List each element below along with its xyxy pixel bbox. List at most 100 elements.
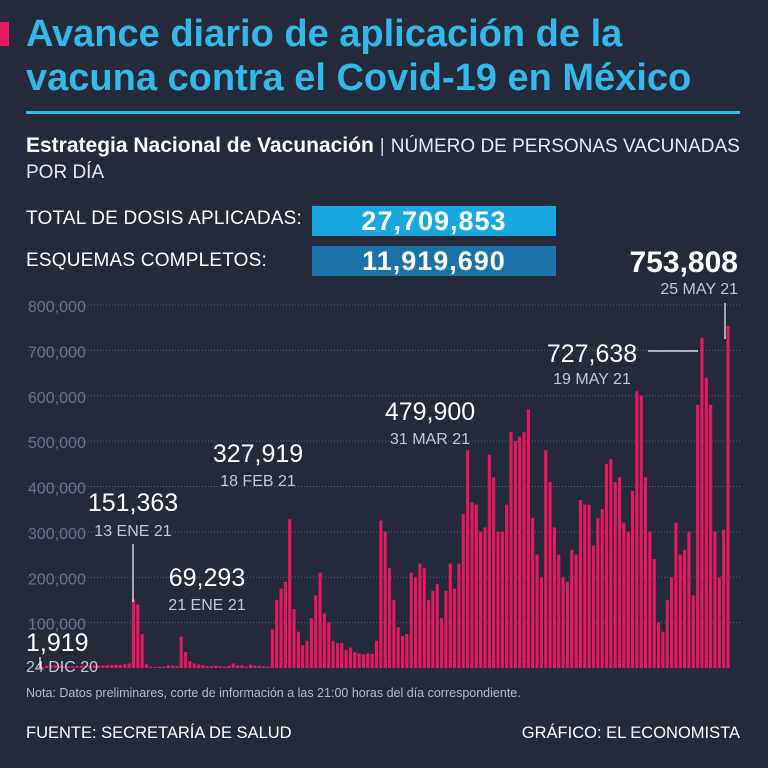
annotation-value: 753,808 [630, 246, 738, 279]
bar [374, 640, 379, 668]
bar [92, 665, 96, 668]
bar [348, 647, 353, 668]
bar [205, 666, 209, 668]
bar [266, 666, 270, 668]
bar [244, 666, 248, 668]
bar [596, 518, 600, 668]
bar [461, 513, 465, 668]
bar [700, 337, 704, 668]
bar [709, 404, 713, 668]
bar [157, 666, 162, 668]
annotation-date: 25 MAY 21 [660, 281, 738, 298]
bar [53, 665, 57, 668]
bar [344, 649, 348, 668]
bar [479, 531, 483, 669]
bar [500, 531, 504, 669]
bar [561, 577, 565, 668]
bar [418, 563, 422, 668]
bar [409, 572, 413, 668]
annotation-date: 24 DIC 20 [26, 659, 98, 676]
y-tick-label: 100,000 [28, 617, 86, 634]
bar [340, 643, 344, 668]
bar [435, 584, 439, 668]
bar [600, 509, 604, 668]
bar [652, 559, 656, 668]
bar [400, 636, 405, 668]
bar [587, 504, 591, 668]
bar [131, 599, 136, 668]
page-title: Avance diario de aplicación de la vacuna… [26, 12, 756, 100]
bar [696, 404, 700, 668]
bar [49, 665, 53, 668]
bar [683, 550, 687, 668]
bar [565, 581, 569, 668]
bar [197, 664, 201, 668]
total-doses-value: 27,709,853 [312, 206, 556, 236]
bar [240, 665, 244, 668]
bar [66, 666, 70, 668]
y-tick-label: 700,000 [28, 344, 86, 361]
bar [713, 531, 717, 669]
bar [114, 664, 118, 668]
bar [726, 325, 730, 668]
bar [630, 491, 635, 668]
bar [440, 618, 444, 668]
graphic-credit: GRÁFICO: EL ECONOMISTA [521, 724, 740, 742]
chart-annotations: 1,919 24 DIC 20 151,363 13 ENE 21 69,293 21 E… [26, 246, 738, 676]
subtitle-strategy: Estrategia Nacional de Vacunación [26, 134, 374, 157]
bar [591, 545, 596, 668]
bar [613, 481, 617, 668]
title-accent-bar [0, 22, 9, 46]
annotation-value: 479,900 [385, 398, 475, 426]
bar [192, 663, 196, 668]
bar [71, 666, 75, 668]
bar [292, 609, 296, 668]
bar [262, 666, 266, 668]
bar [322, 613, 326, 668]
bar [361, 654, 366, 668]
title-line-1: Avance diario de aplicación de la [26, 13, 623, 55]
bar [604, 463, 609, 668]
bar [140, 633, 144, 668]
bar [257, 665, 261, 668]
bar [253, 665, 257, 668]
chart-bars [36, 325, 730, 669]
bar [309, 618, 313, 668]
bar [318, 572, 322, 668]
bar [249, 664, 253, 668]
bar [457, 563, 461, 668]
bar [639, 395, 643, 668]
complete-schemes-label: ESQUEMAS COMPLETOS: [26, 250, 268, 271]
bar [144, 664, 149, 668]
bar [431, 590, 435, 668]
bar [661, 631, 665, 668]
chart-gridlines: 800,000 700,000 600,000 500,000 400,000 300,0… [28, 299, 740, 634]
bar [448, 563, 452, 668]
annotation-value: 151,363 [88, 489, 178, 517]
bar [422, 568, 426, 668]
bar [544, 450, 548, 668]
y-tick-label: 600,000 [28, 390, 86, 407]
annotation-date: 21 ENE 21 [168, 597, 245, 614]
bar [175, 666, 179, 668]
bar [188, 661, 192, 668]
bar [305, 640, 309, 668]
bar [470, 502, 474, 668]
bar [88, 665, 92, 668]
bar [387, 568, 392, 668]
y-tick-label: 800,000 [28, 299, 86, 316]
bar [36, 667, 40, 668]
bar [314, 595, 318, 668]
bar [492, 477, 496, 668]
bar [58, 665, 62, 668]
complete-schemes-value: 11,919,690 [312, 246, 556, 276]
bar [674, 522, 678, 668]
title-line-2: vacuna contra el Covid-19 en México [26, 57, 692, 99]
bar [301, 645, 305, 668]
bar [62, 666, 66, 668]
bar [648, 531, 652, 669]
bar [626, 531, 630, 669]
bar [110, 665, 114, 668]
subtitle-separator: | [379, 136, 385, 157]
